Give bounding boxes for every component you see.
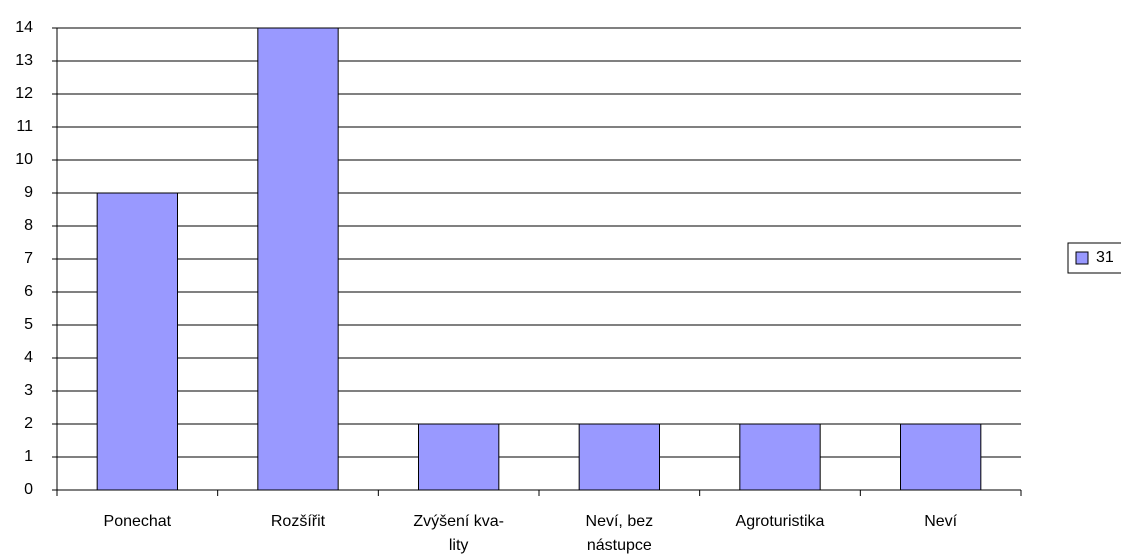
bar bbox=[257, 27, 339, 491]
x-tick-label-line: lity bbox=[449, 537, 469, 554]
bar bbox=[900, 423, 982, 491]
x-tick-label: Neví, bez nástupce bbox=[586, 513, 654, 554]
legend-label: 31 bbox=[1096, 249, 1114, 266]
x-tick-label-line: Agroturistika bbox=[736, 513, 825, 530]
x-tick-label-line: Neví, bez bbox=[586, 513, 654, 530]
bar bbox=[96, 192, 178, 491]
y-tick-label: 7 bbox=[24, 250, 33, 267]
x-tick-label-line: Zvýšení kva- bbox=[413, 513, 504, 530]
y-tick-label: 13 bbox=[15, 52, 33, 69]
y-tick-label: 5 bbox=[24, 316, 33, 333]
y-tick-label: 11 bbox=[16, 118, 33, 135]
y-tick-label: 10 bbox=[15, 151, 33, 168]
y-tick-label: 1 bbox=[24, 448, 33, 465]
y-tick-label: 9 bbox=[24, 184, 33, 201]
y-tick-label: 2 bbox=[24, 415, 33, 432]
bar bbox=[578, 423, 661, 491]
y-tick-label: 3 bbox=[24, 382, 33, 399]
y-tick-label: 14 bbox=[15, 19, 33, 36]
legend: 31 bbox=[1067, 242, 1121, 274]
bar bbox=[739, 423, 821, 491]
y-tick-label: 4 bbox=[24, 349, 33, 366]
y-tick-label: 0 bbox=[24, 481, 33, 498]
x-tick-label: Agroturistika bbox=[736, 513, 825, 530]
x-tick-label-line: Ponechat bbox=[104, 513, 172, 530]
x-tick-label: Ponechat bbox=[104, 513, 172, 530]
y-tick-label: 12 bbox=[15, 85, 33, 102]
bar bbox=[418, 423, 500, 491]
x-tick-label: Rozšířit bbox=[271, 513, 326, 530]
legend-swatch bbox=[1075, 251, 1089, 265]
x-tick-label-line: Neví bbox=[924, 513, 957, 530]
x-tick-label-line: Rozšířit bbox=[271, 513, 326, 530]
x-tick-label: Neví bbox=[924, 513, 957, 530]
y-tick-label: 8 bbox=[24, 217, 33, 234]
y-tick-label: 6 bbox=[24, 283, 33, 300]
x-tick-label-line: nástupce bbox=[587, 537, 652, 554]
x-tick-label: Zvýšení kva-lity bbox=[413, 513, 504, 554]
